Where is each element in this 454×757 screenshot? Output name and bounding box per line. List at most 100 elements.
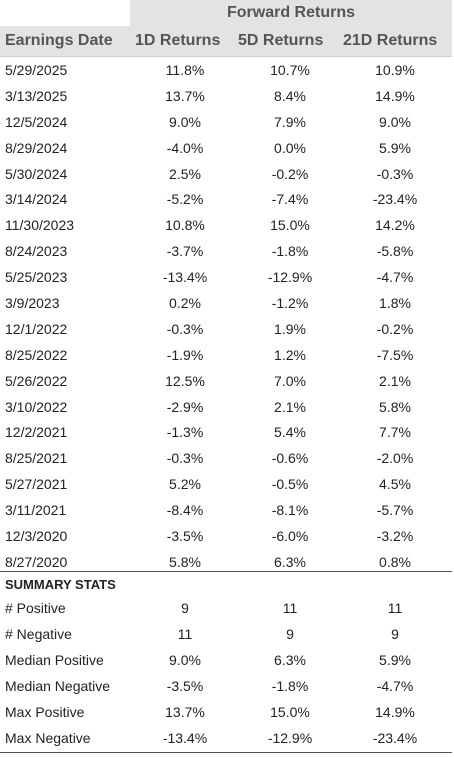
1d-cell: 0.2% bbox=[169, 295, 201, 312]
table-row: 8/25/2021 -0.3% -0.6% -2.0% bbox=[0, 446, 452, 472]
1d-cell: 10.8% bbox=[165, 217, 205, 234]
21d-cell: 14.2% bbox=[375, 217, 415, 234]
date-cell: # Positive bbox=[5, 600, 66, 616]
date-cell: 3/9/2023 bbox=[5, 295, 60, 312]
date-cell: 5/27/2021 bbox=[5, 476, 68, 493]
1d-cell: 13.7% bbox=[165, 87, 205, 104]
forward-returns-header: Forward Returns bbox=[130, 0, 452, 26]
column-header-21d: 21D Returns bbox=[343, 32, 438, 49]
table-row: 12/1/2022 -0.3% 1.9% -0.2% bbox=[0, 317, 452, 343]
5d-cell: 9 bbox=[286, 626, 294, 642]
21d-cell: 0.8% bbox=[379, 553, 411, 570]
5d-cell: -0.5% bbox=[271, 476, 309, 493]
5d-cell: -8.1% bbox=[271, 502, 309, 519]
5d-cell: -1.8% bbox=[271, 678, 309, 694]
date-cell: 8/24/2023 bbox=[5, 243, 68, 260]
date-cell: 8/29/2024 bbox=[5, 139, 68, 156]
21d-cell: -2.0% bbox=[376, 450, 414, 467]
table-row: 5/27/2021 5.2% -0.5% 4.5% bbox=[0, 472, 452, 498]
summary-row: Median Negative -3.5% -1.8% -4.7% bbox=[0, 674, 452, 700]
date-cell: Max Negative bbox=[5, 730, 91, 746]
date-cell: 3/11/2021 bbox=[5, 502, 67, 519]
table-row: 8/24/2023 -3.7% -1.8% -5.8% bbox=[0, 239, 452, 265]
table-row: 12/2/2021 -1.3% 5.4% 7.7% bbox=[0, 420, 452, 446]
1d-cell: -5.2% bbox=[166, 191, 204, 208]
table-row: 3/13/2025 13.7% 8.4% 14.9% bbox=[0, 84, 452, 110]
5d-cell: -12.9% bbox=[267, 269, 313, 286]
bottom-divider bbox=[0, 752, 452, 753]
21d-cell: -7.5% bbox=[376, 346, 414, 363]
21d-cell: -23.4% bbox=[372, 191, 418, 208]
5d-cell: 10.7% bbox=[270, 62, 310, 78]
date-cell: 11/30/2023 bbox=[5, 217, 75, 234]
5d-cell: -12.9% bbox=[267, 730, 313, 746]
date-cell: 5/29/2025 bbox=[5, 62, 68, 78]
table-row: 3/14/2024 -5.2% -7.4% -23.4% bbox=[0, 187, 452, 213]
date-cell: Max Positive bbox=[5, 704, 85, 720]
21d-cell: 1.8% bbox=[379, 295, 411, 312]
21d-cell: 14.9% bbox=[375, 87, 415, 104]
21d-cell: 5.8% bbox=[379, 398, 411, 415]
summary-title: SUMMARY STATS bbox=[5, 577, 116, 592]
1d-cell: -2.9% bbox=[166, 398, 204, 415]
summary-row: Max Negative -13.4% -12.9% -23.4% bbox=[0, 726, 452, 752]
21d-cell: -5.7% bbox=[376, 502, 414, 519]
5d-cell: 6.3% bbox=[274, 652, 306, 668]
5d-cell: 1.9% bbox=[274, 320, 306, 337]
table-row: 8/29/2024 -4.0% 0.0% 5.9% bbox=[0, 136, 452, 162]
1d-cell: -3.5% bbox=[166, 528, 204, 545]
table-row: 5/30/2024 2.5% -0.2% -0.3% bbox=[0, 162, 452, 188]
21d-cell: -5.8% bbox=[376, 243, 414, 260]
date-cell: 12/3/2020 bbox=[5, 528, 68, 545]
date-cell: 3/10/2022 bbox=[5, 398, 68, 415]
table-row: 11/30/2023 10.8% 15.0% 14.2% bbox=[0, 213, 452, 239]
5d-cell: -1.8% bbox=[271, 243, 309, 260]
21d-cell: 9.0% bbox=[379, 113, 411, 130]
1d-cell: -3.7% bbox=[166, 243, 204, 260]
date-cell: 12/1/2022 bbox=[5, 320, 68, 337]
date-cell: 12/5/2024 bbox=[5, 113, 68, 130]
1d-cell: -1.3% bbox=[166, 424, 204, 441]
table-row: 3/9/2023 0.2% -1.2% 1.8% bbox=[0, 291, 452, 317]
1d-cell: 12.5% bbox=[165, 372, 205, 389]
date-cell: 3/13/2025 bbox=[5, 87, 68, 104]
1d-cell: -0.3% bbox=[166, 320, 204, 337]
column-header-earnings-date: Earnings Date bbox=[5, 32, 113, 49]
5d-cell: 11 bbox=[282, 600, 298, 616]
5d-cell: 8.4% bbox=[274, 87, 306, 104]
table-row: 8/25/2022 -1.9% 1.2% -7.5% bbox=[0, 343, 452, 369]
21d-cell: -4.7% bbox=[376, 678, 414, 694]
summary-rows: # Positive 9 11 11 # Negative 11 9 9 Median Posi… bbox=[0, 596, 452, 752]
5d-cell: 6.3% bbox=[274, 553, 306, 570]
1d-cell: 9.0% bbox=[169, 113, 201, 130]
5d-cell: 15.0% bbox=[270, 704, 310, 720]
1d-cell: 9.0% bbox=[169, 652, 201, 668]
1d-cell: -4.0% bbox=[166, 139, 204, 156]
date-cell: 8/25/2021 bbox=[5, 450, 68, 467]
5d-cell: -7.4% bbox=[271, 191, 309, 208]
1d-cell: 9 bbox=[181, 600, 189, 616]
21d-cell: 5.9% bbox=[379, 139, 411, 156]
table-row: 12/5/2024 9.0% 7.9% 9.0% bbox=[0, 110, 452, 136]
21d-cell: -3.2% bbox=[376, 528, 414, 545]
5d-cell: -1.2% bbox=[271, 295, 309, 312]
21d-cell: 10.9% bbox=[375, 62, 415, 78]
1d-cell: 5.8% bbox=[169, 553, 201, 570]
1d-cell: -13.4% bbox=[162, 269, 208, 286]
1d-cell: -0.3% bbox=[166, 450, 204, 467]
5d-cell: 5.4% bbox=[274, 424, 306, 441]
date-cell: 3/14/2024 bbox=[5, 191, 68, 208]
5d-cell: -0.6% bbox=[271, 450, 309, 467]
date-cell: Median Positive bbox=[5, 652, 104, 668]
1d-cell: 11 bbox=[177, 626, 193, 642]
date-cell: 8/25/2022 bbox=[5, 346, 68, 363]
5d-cell: 1.2% bbox=[274, 346, 306, 363]
21d-cell: 4.5% bbox=[379, 476, 411, 493]
21d-cell: 14.9% bbox=[375, 704, 415, 720]
1d-cell: 11.8% bbox=[165, 62, 205, 78]
date-cell: # Negative bbox=[5, 626, 72, 642]
1d-cell: -13.4% bbox=[162, 730, 208, 746]
21d-cell: 7.7% bbox=[379, 424, 411, 441]
date-cell: 5/25/2023 bbox=[5, 269, 68, 286]
